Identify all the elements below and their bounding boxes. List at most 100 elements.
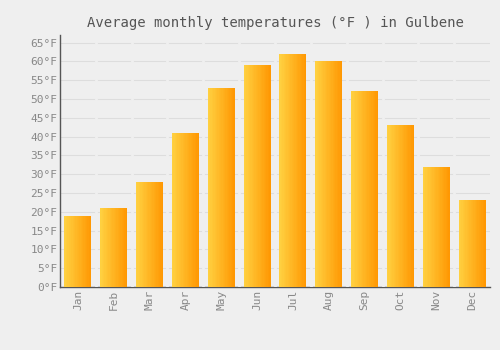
Bar [394,125,395,287]
Bar [282,54,284,287]
Bar [75,216,76,287]
Bar [266,65,268,287]
Bar [300,54,301,287]
Bar [355,91,356,287]
Bar [228,88,230,287]
Bar [435,167,436,287]
Bar [391,125,392,287]
Bar [138,182,139,287]
Bar [330,61,332,287]
Bar [370,91,372,287]
Bar [436,167,438,287]
Bar [192,133,194,287]
Bar [213,88,214,287]
Bar [254,65,256,287]
Bar [286,54,288,287]
Bar [209,88,210,287]
Bar [268,65,269,287]
Bar [470,201,472,287]
Bar [180,133,182,287]
Bar [359,91,360,287]
Bar [103,208,104,287]
Bar [104,208,106,287]
Bar [112,208,114,287]
Bar [107,208,108,287]
Bar [187,133,188,287]
Bar [328,61,329,287]
Bar [289,54,290,287]
Bar [434,167,435,287]
Bar [146,182,147,287]
Bar [442,167,443,287]
Bar [426,167,427,287]
Bar [363,91,364,287]
Bar [249,65,250,287]
Bar [216,88,217,287]
Bar [102,208,103,287]
Bar [90,216,92,287]
Title: Average monthly temperatures (°F ) in Gulbene: Average monthly temperatures (°F ) in Gu… [86,16,464,30]
Bar [198,133,199,287]
Bar [258,65,260,287]
Bar [362,91,363,287]
Bar [106,208,107,287]
Bar [399,125,400,287]
Bar [472,201,474,287]
Bar [123,208,124,287]
Bar [210,88,212,287]
Bar [444,167,446,287]
Bar [64,216,66,287]
Bar [143,182,144,287]
Bar [257,65,258,287]
Bar [447,167,448,287]
Bar [212,88,213,287]
Bar [305,54,306,287]
Bar [462,201,464,287]
Bar [395,125,396,287]
Bar [224,88,226,287]
Bar [88,216,90,287]
Bar [404,125,406,287]
Bar [191,133,192,287]
Bar [184,133,186,287]
Bar [139,182,140,287]
Bar [226,88,228,287]
Bar [262,65,264,287]
Bar [196,133,198,287]
Bar [340,61,341,287]
Bar [476,201,478,287]
Bar [301,54,302,287]
Bar [252,65,253,287]
Bar [220,88,221,287]
Bar [115,208,116,287]
Bar [352,91,354,287]
Bar [108,208,110,287]
Bar [483,201,484,287]
Bar [427,167,428,287]
Bar [374,91,376,287]
Bar [358,91,359,287]
Bar [208,88,209,287]
Bar [354,91,355,287]
Bar [290,54,292,287]
Bar [122,208,123,287]
Bar [66,216,67,287]
Bar [110,208,111,287]
Bar [260,65,261,287]
Bar [338,61,340,287]
Bar [111,208,112,287]
Bar [246,65,248,287]
Bar [142,182,143,287]
Bar [432,167,434,287]
Bar [156,182,158,287]
Bar [360,91,362,287]
Bar [232,88,234,287]
Bar [284,54,285,287]
Bar [253,65,254,287]
Bar [292,54,293,287]
Bar [264,65,265,287]
Bar [464,201,466,287]
Bar [412,125,414,287]
Bar [479,201,480,287]
Bar [431,167,432,287]
